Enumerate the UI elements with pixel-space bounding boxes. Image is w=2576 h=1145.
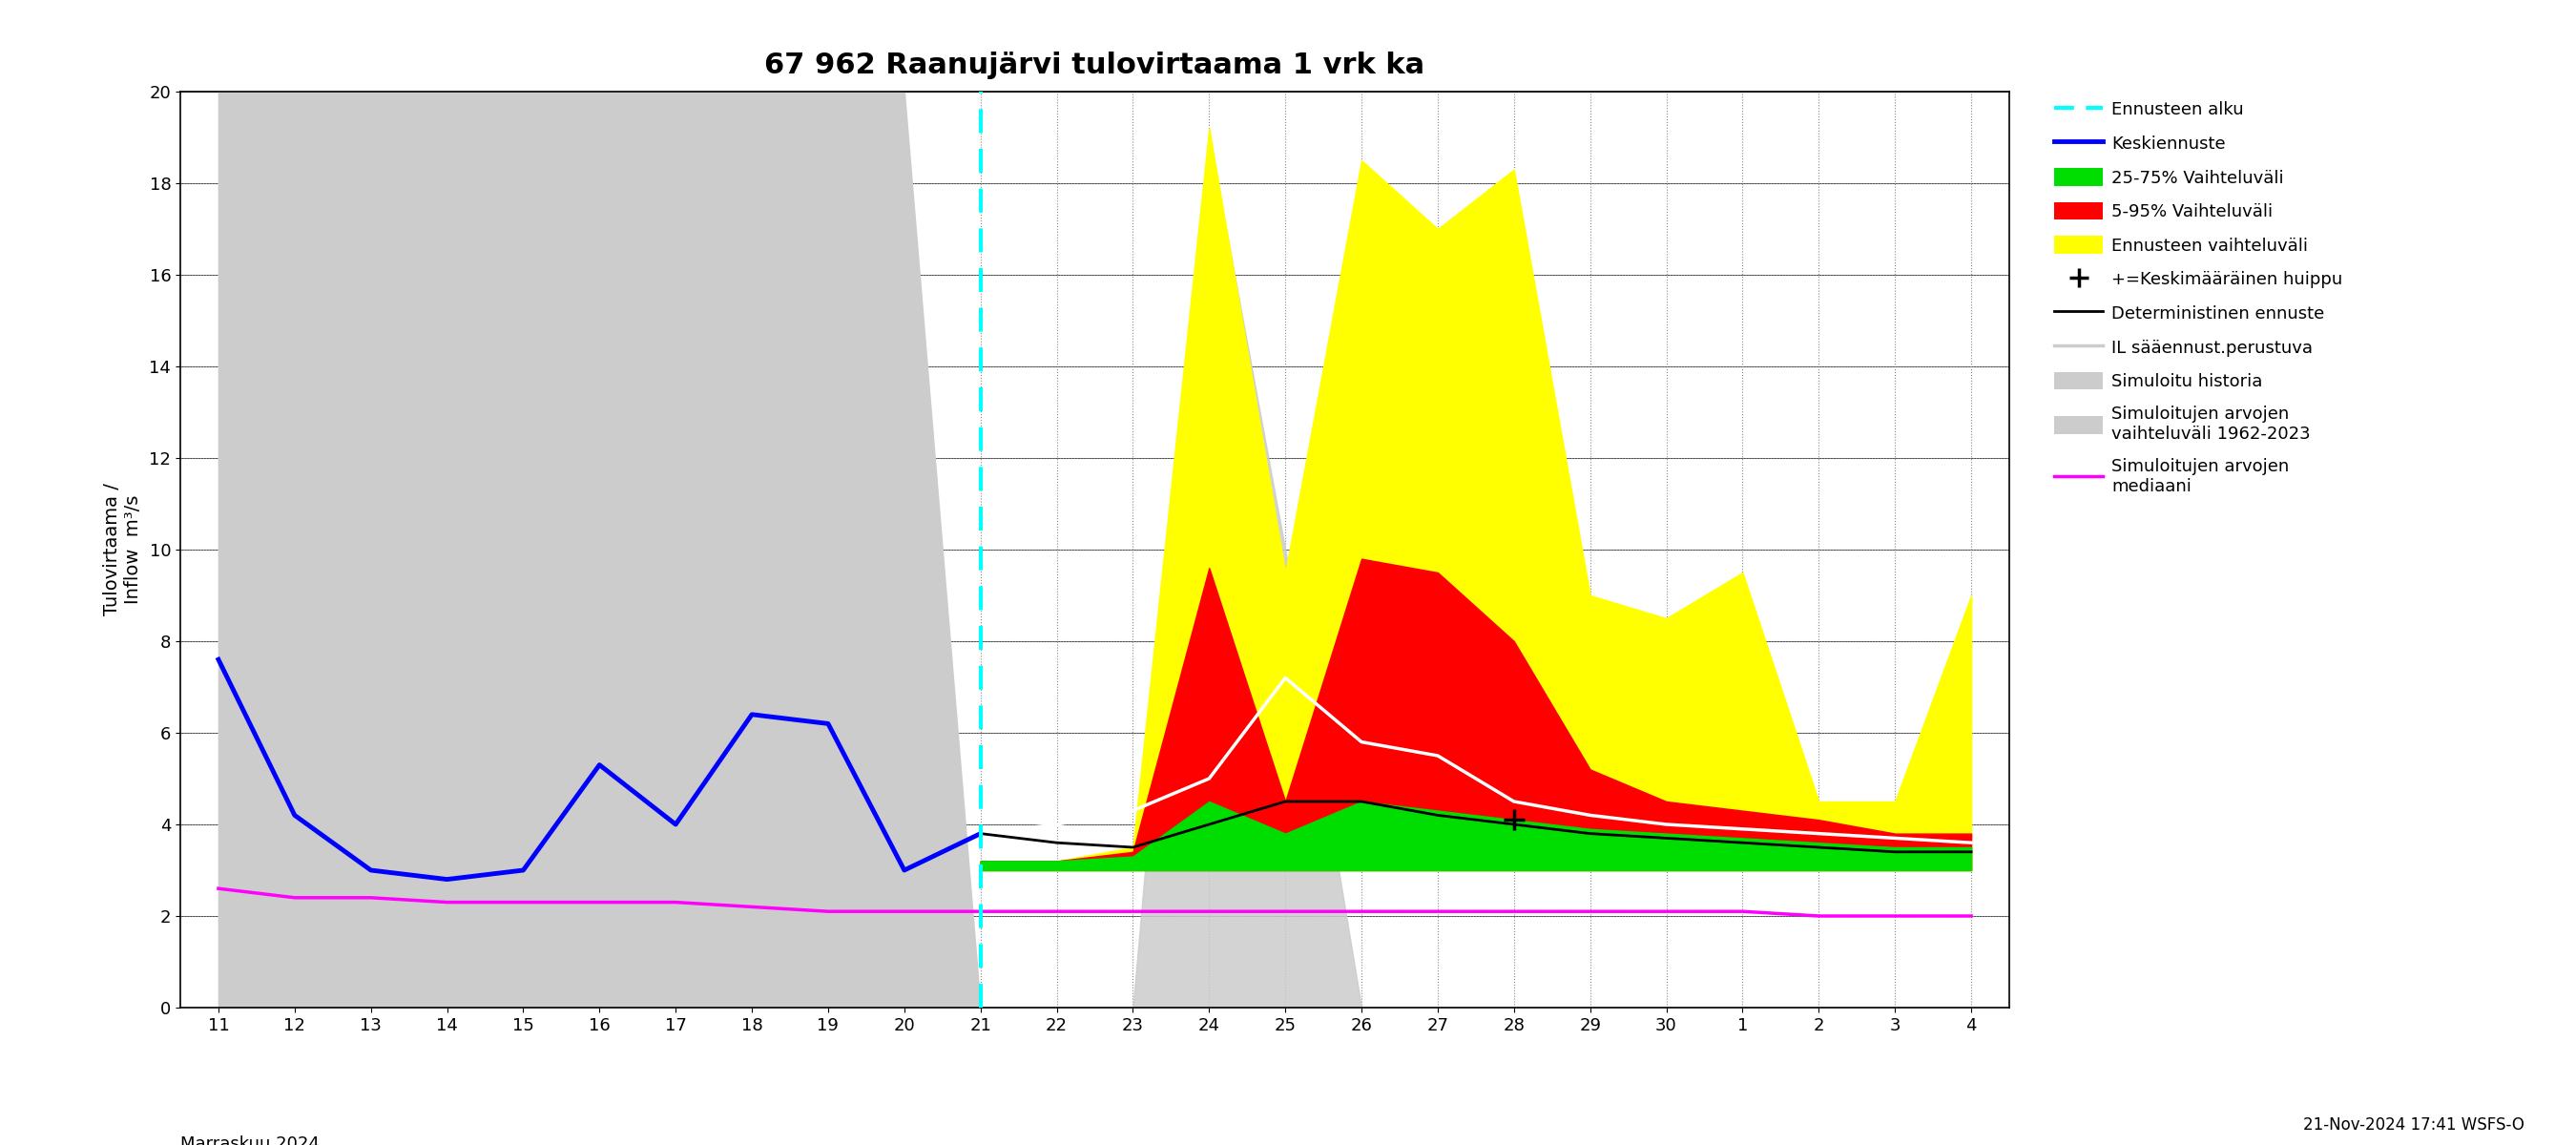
Title: 67 962 Raanujärvi tulovirtaama 1 vrk ka: 67 962 Raanujärvi tulovirtaama 1 vrk ka: [765, 52, 1425, 79]
Text: 21-Nov-2024 17:41 WSFS-O: 21-Nov-2024 17:41 WSFS-O: [2303, 1116, 2524, 1134]
Text: Marraskuu 2024
November: Marraskuu 2024 November: [180, 1136, 319, 1145]
Y-axis label: Tulovirtaama /
Inflow  m³/s: Tulovirtaama / Inflow m³/s: [103, 483, 142, 616]
Legend: Ennusteen alku, Keskiennuste, 25-75% Vaihteluväli, 5-95% Vaihteluväli, Ennusteen: Ennusteen alku, Keskiennuste, 25-75% Vai…: [2056, 101, 2342, 496]
